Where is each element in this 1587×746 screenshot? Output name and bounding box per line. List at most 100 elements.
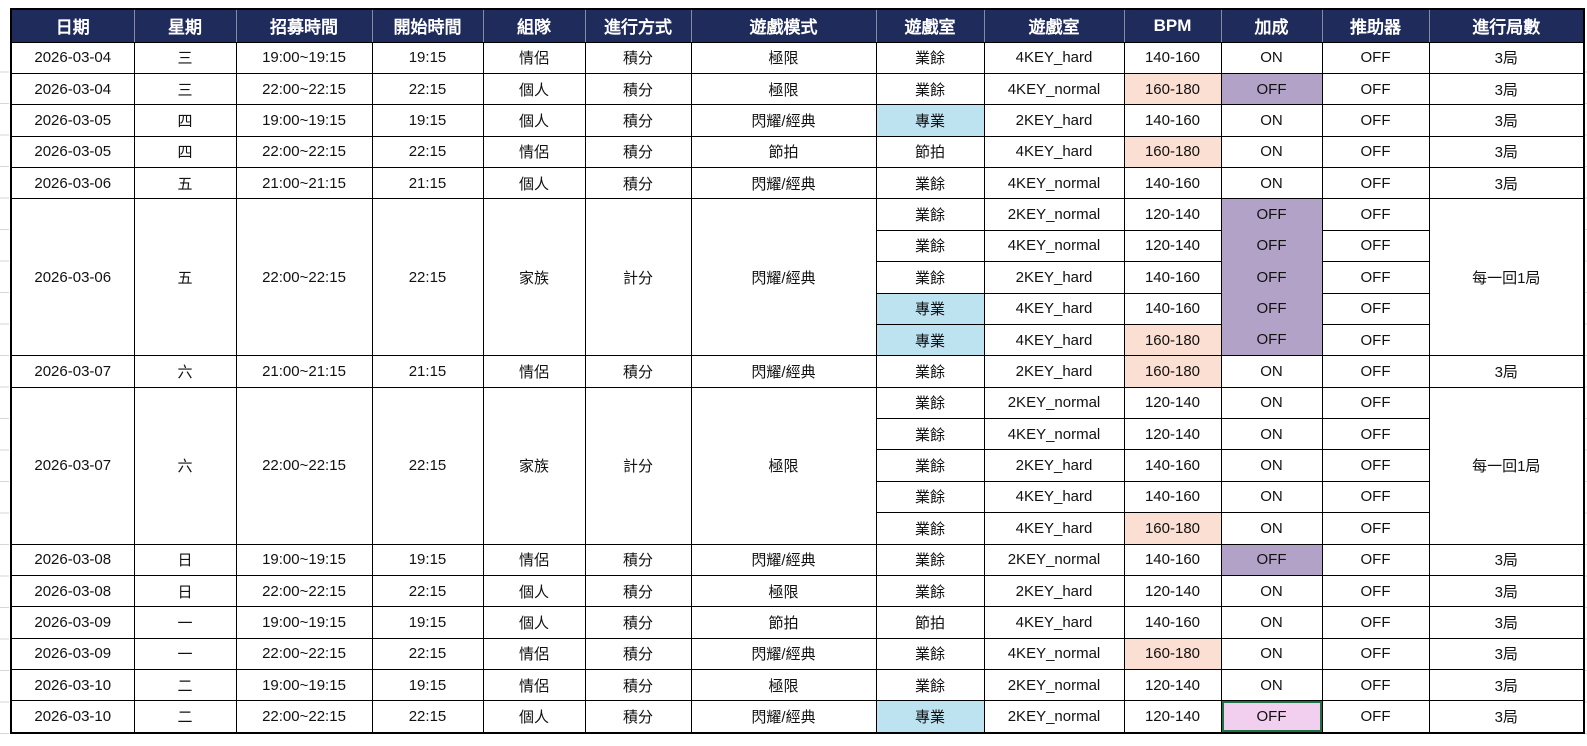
room-tier-cell[interactable]: 專業 (875, 292, 985, 325)
bonus-cell[interactable]: OFF (1220, 543, 1323, 576)
bpm-cell[interactable]: 120-140 (1123, 700, 1222, 734)
team-cell[interactable]: 情侶 (482, 355, 586, 388)
room-detail-cell[interactable]: 2KEY_hard (983, 355, 1125, 388)
game-mode-cell[interactable]: 閃耀/經典 (690, 543, 877, 576)
bonus-cell[interactable]: OFF (1220, 72, 1323, 106)
room-tier-cell[interactable]: 專業 (875, 323, 985, 357)
game-mode-cell[interactable]: 閃耀/經典 (690, 198, 877, 357)
team-cell[interactable]: 個人 (482, 574, 586, 608)
team-cell[interactable]: 家族 (482, 198, 586, 357)
room-detail-cell[interactable]: 4KEY_hard (983, 323, 1125, 357)
recruit-time-cell[interactable]: 19:00~19:15 (235, 543, 373, 576)
room-tier-cell[interactable]: 業餘 (875, 166, 985, 200)
room-detail-cell[interactable]: 2KEY_hard (983, 104, 1125, 137)
room-tier-cell[interactable]: 業餘 (875, 574, 985, 608)
date-cell[interactable]: 2026-03-04 (10, 72, 135, 106)
rounds-cell[interactable]: 3局 (1428, 135, 1585, 169)
column-header-cell[interactable]: 星期 (134, 9, 237, 43)
method-cell[interactable]: 積分 (584, 700, 692, 734)
recruit-time-cell[interactable]: 22:00~22:15 (235, 637, 373, 671)
recruit-time-cell[interactable]: 22:00~22:15 (235, 700, 373, 734)
bpm-cell[interactable]: 160-180 (1123, 355, 1222, 388)
room-detail-cell[interactable]: 4KEY_normal (983, 166, 1125, 200)
booster-cell[interactable]: OFF (1321, 166, 1430, 200)
date-cell[interactable]: 2026-03-08 (10, 574, 135, 608)
column-header-cell[interactable]: 推助器 (1322, 9, 1430, 43)
game-mode-cell[interactable]: 閃耀/經典 (690, 700, 877, 734)
game-mode-cell[interactable]: 極限 (690, 386, 877, 545)
game-mode-cell[interactable]: 極限 (690, 41, 877, 74)
weekday-cell[interactable]: 六 (133, 355, 237, 388)
game-mode-cell[interactable]: 極限 (690, 668, 877, 702)
game-mode-cell[interactable]: 節拍 (690, 135, 877, 169)
recruit-time-cell[interactable]: 22:00~22:15 (235, 574, 373, 608)
team-cell[interactable]: 個人 (482, 166, 586, 200)
room-detail-cell[interactable]: 4KEY_normal (983, 229, 1125, 263)
bpm-cell[interactable]: 140-160 (1123, 543, 1222, 576)
team-cell[interactable]: 情侶 (482, 637, 586, 671)
bpm-cell[interactable]: 140-160 (1123, 41, 1222, 74)
date-cell[interactable]: 2026-03-06 (10, 166, 135, 200)
weekday-cell[interactable]: 三 (133, 72, 237, 106)
rounds-cell[interactable]: 3局 (1428, 668, 1585, 702)
bpm-cell[interactable]: 120-140 (1123, 229, 1222, 263)
start-time-cell[interactable]: 22:15 (371, 386, 484, 545)
method-cell[interactable]: 積分 (584, 637, 692, 671)
bpm-cell[interactable]: 160-180 (1123, 637, 1222, 671)
booster-cell[interactable]: OFF (1321, 261, 1430, 294)
bonus-cell[interactable]: ON (1220, 166, 1323, 200)
room-tier-cell[interactable]: 節拍 (875, 135, 985, 169)
date-cell[interactable]: 2026-03-05 (10, 104, 135, 137)
room-detail-cell[interactable]: 2KEY_normal (983, 543, 1125, 576)
date-cell[interactable]: 2026-03-10 (10, 668, 135, 702)
room-detail-cell[interactable]: 2KEY_normal (983, 198, 1125, 231)
bpm-cell[interactable]: 140-160 (1123, 261, 1222, 294)
booster-cell[interactable]: OFF (1321, 606, 1430, 639)
bpm-cell[interactable]: 140-160 (1123, 166, 1222, 200)
team-cell[interactable]: 個人 (482, 606, 586, 639)
bpm-cell[interactable]: 140-160 (1123, 104, 1222, 137)
start-time-cell[interactable]: 21:15 (371, 166, 484, 200)
start-time-cell[interactable]: 22:15 (371, 135, 484, 169)
weekday-cell[interactable]: 四 (133, 135, 237, 169)
weekday-cell[interactable]: 三 (133, 41, 237, 74)
date-cell[interactable]: 2026-03-07 (10, 386, 135, 545)
room-detail-cell[interactable]: 4KEY_hard (983, 512, 1125, 545)
recruit-time-cell[interactable]: 22:00~22:15 (235, 198, 373, 357)
start-time-cell[interactable]: 22:15 (371, 72, 484, 106)
room-detail-cell[interactable]: 2KEY_normal (983, 700, 1125, 734)
recruit-time-cell[interactable]: 22:00~22:15 (235, 72, 373, 106)
bonus-cell[interactable]: ON (1220, 606, 1323, 639)
rounds-cell[interactable]: 每一回1局 (1428, 198, 1585, 357)
method-cell[interactable]: 積分 (584, 135, 692, 169)
column-header-cell[interactable]: 遊戲室 (876, 9, 985, 43)
column-header-cell[interactable]: 進行局數 (1429, 9, 1584, 43)
room-detail-cell[interactable]: 4KEY_hard (983, 135, 1125, 169)
room-detail-cell[interactable]: 4KEY_hard (983, 606, 1125, 639)
date-cell[interactable]: 2026-03-08 (10, 543, 135, 576)
rounds-cell[interactable]: 3局 (1428, 574, 1585, 608)
rounds-cell[interactable]: 3局 (1428, 41, 1585, 74)
booster-cell[interactable]: OFF (1321, 574, 1430, 608)
bonus-cell[interactable]: ON (1220, 417, 1323, 451)
rounds-cell[interactable]: 3局 (1428, 543, 1585, 576)
room-detail-cell[interactable]: 4KEY_normal (983, 637, 1125, 671)
room-tier-cell[interactable]: 業餘 (875, 261, 985, 294)
weekday-cell[interactable]: 一 (133, 606, 237, 639)
bonus-cell[interactable]: OFF (1220, 324, 1323, 357)
room-tier-cell[interactable]: 節拍 (875, 606, 985, 639)
room-tier-cell[interactable]: 業餘 (875, 229, 985, 263)
start-time-cell[interactable]: 19:15 (371, 543, 484, 576)
recruit-time-cell[interactable]: 22:00~22:15 (235, 386, 373, 545)
bonus-cell[interactable]: ON (1220, 135, 1323, 169)
weekday-cell[interactable]: 日 (133, 574, 237, 608)
booster-cell[interactable]: OFF (1321, 512, 1430, 545)
date-cell[interactable]: 2026-03-10 (10, 700, 135, 734)
room-detail-cell[interactable]: 4KEY_normal (983, 72, 1125, 106)
bonus-cell[interactable]: OFF (1220, 700, 1323, 734)
start-time-cell[interactable]: 22:15 (371, 574, 484, 608)
room-detail-cell[interactable]: 4KEY_hard (983, 480, 1125, 514)
method-cell[interactable]: 積分 (584, 41, 692, 74)
rounds-cell[interactable]: 3局 (1428, 700, 1585, 734)
room-detail-cell[interactable]: 2KEY_hard (983, 261, 1125, 294)
